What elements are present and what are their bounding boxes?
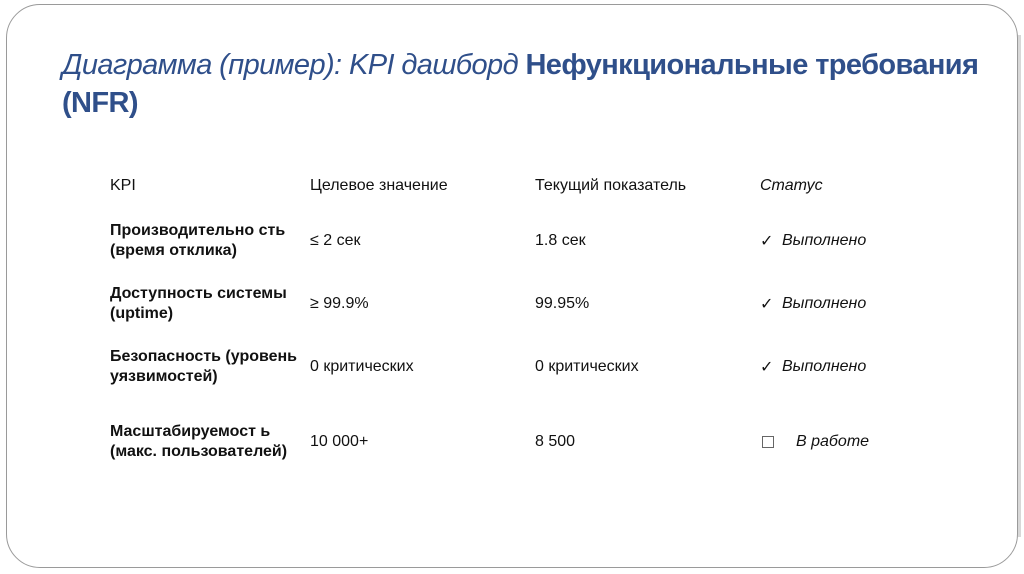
target-value: ≥ 99.9% — [310, 295, 369, 312]
status-text: В работе — [796, 433, 870, 450]
kpi-name: Производительно сть (время отклика) — [110, 222, 286, 259]
status-text: Выполнено — [782, 232, 867, 249]
current-value: 1.8 сек — [535, 232, 586, 249]
kpi-name: Безопасность (уровень уязвимостей) — [110, 348, 298, 385]
kpi-name: Масштабируемост ь (макс. пользователей) — [110, 423, 288, 460]
kpi-name: Доступность системы (uptime) — [110, 285, 287, 322]
check-icon: ✓ — [760, 233, 774, 250]
title-bold: Нефункциональные требования (NFR) — [62, 49, 979, 119]
status: ✓ Выполнено — [760, 231, 960, 251]
header-kpi: KPI — [110, 177, 136, 194]
table-row: Доступность системы (uptime) ≥ 99.9% 99.… — [110, 279, 960, 329]
header-target: Целевое значение — [310, 177, 448, 194]
check-icon: ✓ — [760, 359, 774, 376]
target-value: ≤ 2 сек — [310, 232, 361, 249]
target-value: 10 000+ — [310, 433, 369, 450]
kpi-table: KPI Целевое значение Текущий показатель … — [110, 172, 960, 479]
slide-frame — [6, 4, 1021, 568]
header-current: Текущий показатель — [535, 177, 687, 194]
title-italic: Диаграмма (пример): KPI дашборд — [62, 49, 526, 81]
slide-title: Диаграмма (пример): KPI дашборд Нефункци… — [62, 46, 1012, 122]
current-value: 8 500 — [535, 433, 576, 450]
table-row: Масштабируемост ь (макс. пользователей) … — [110, 405, 960, 479]
target-value: 0 критических — [310, 358, 414, 375]
status-text: Выполнено — [782, 358, 867, 375]
table-header: KPI Целевое значение Текущий показатель … — [110, 172, 960, 200]
status-text: Выполнено — [782, 295, 867, 312]
status: ✓ Выполнено — [760, 357, 960, 377]
status: ✓ Выполнено — [760, 294, 960, 314]
empty-box-icon — [762, 436, 774, 448]
header-status: Статус — [760, 177, 823, 194]
table-row: Безопасность (уровень уязвимостей) 0 кри… — [110, 329, 960, 405]
check-icon: ✓ — [760, 296, 774, 313]
table-row: Производительно сть (время отклика) ≤ 2 … — [110, 203, 960, 279]
current-value: 99.95% — [535, 295, 590, 312]
status: В работе — [760, 433, 960, 451]
current-value: 0 критических — [535, 358, 639, 375]
